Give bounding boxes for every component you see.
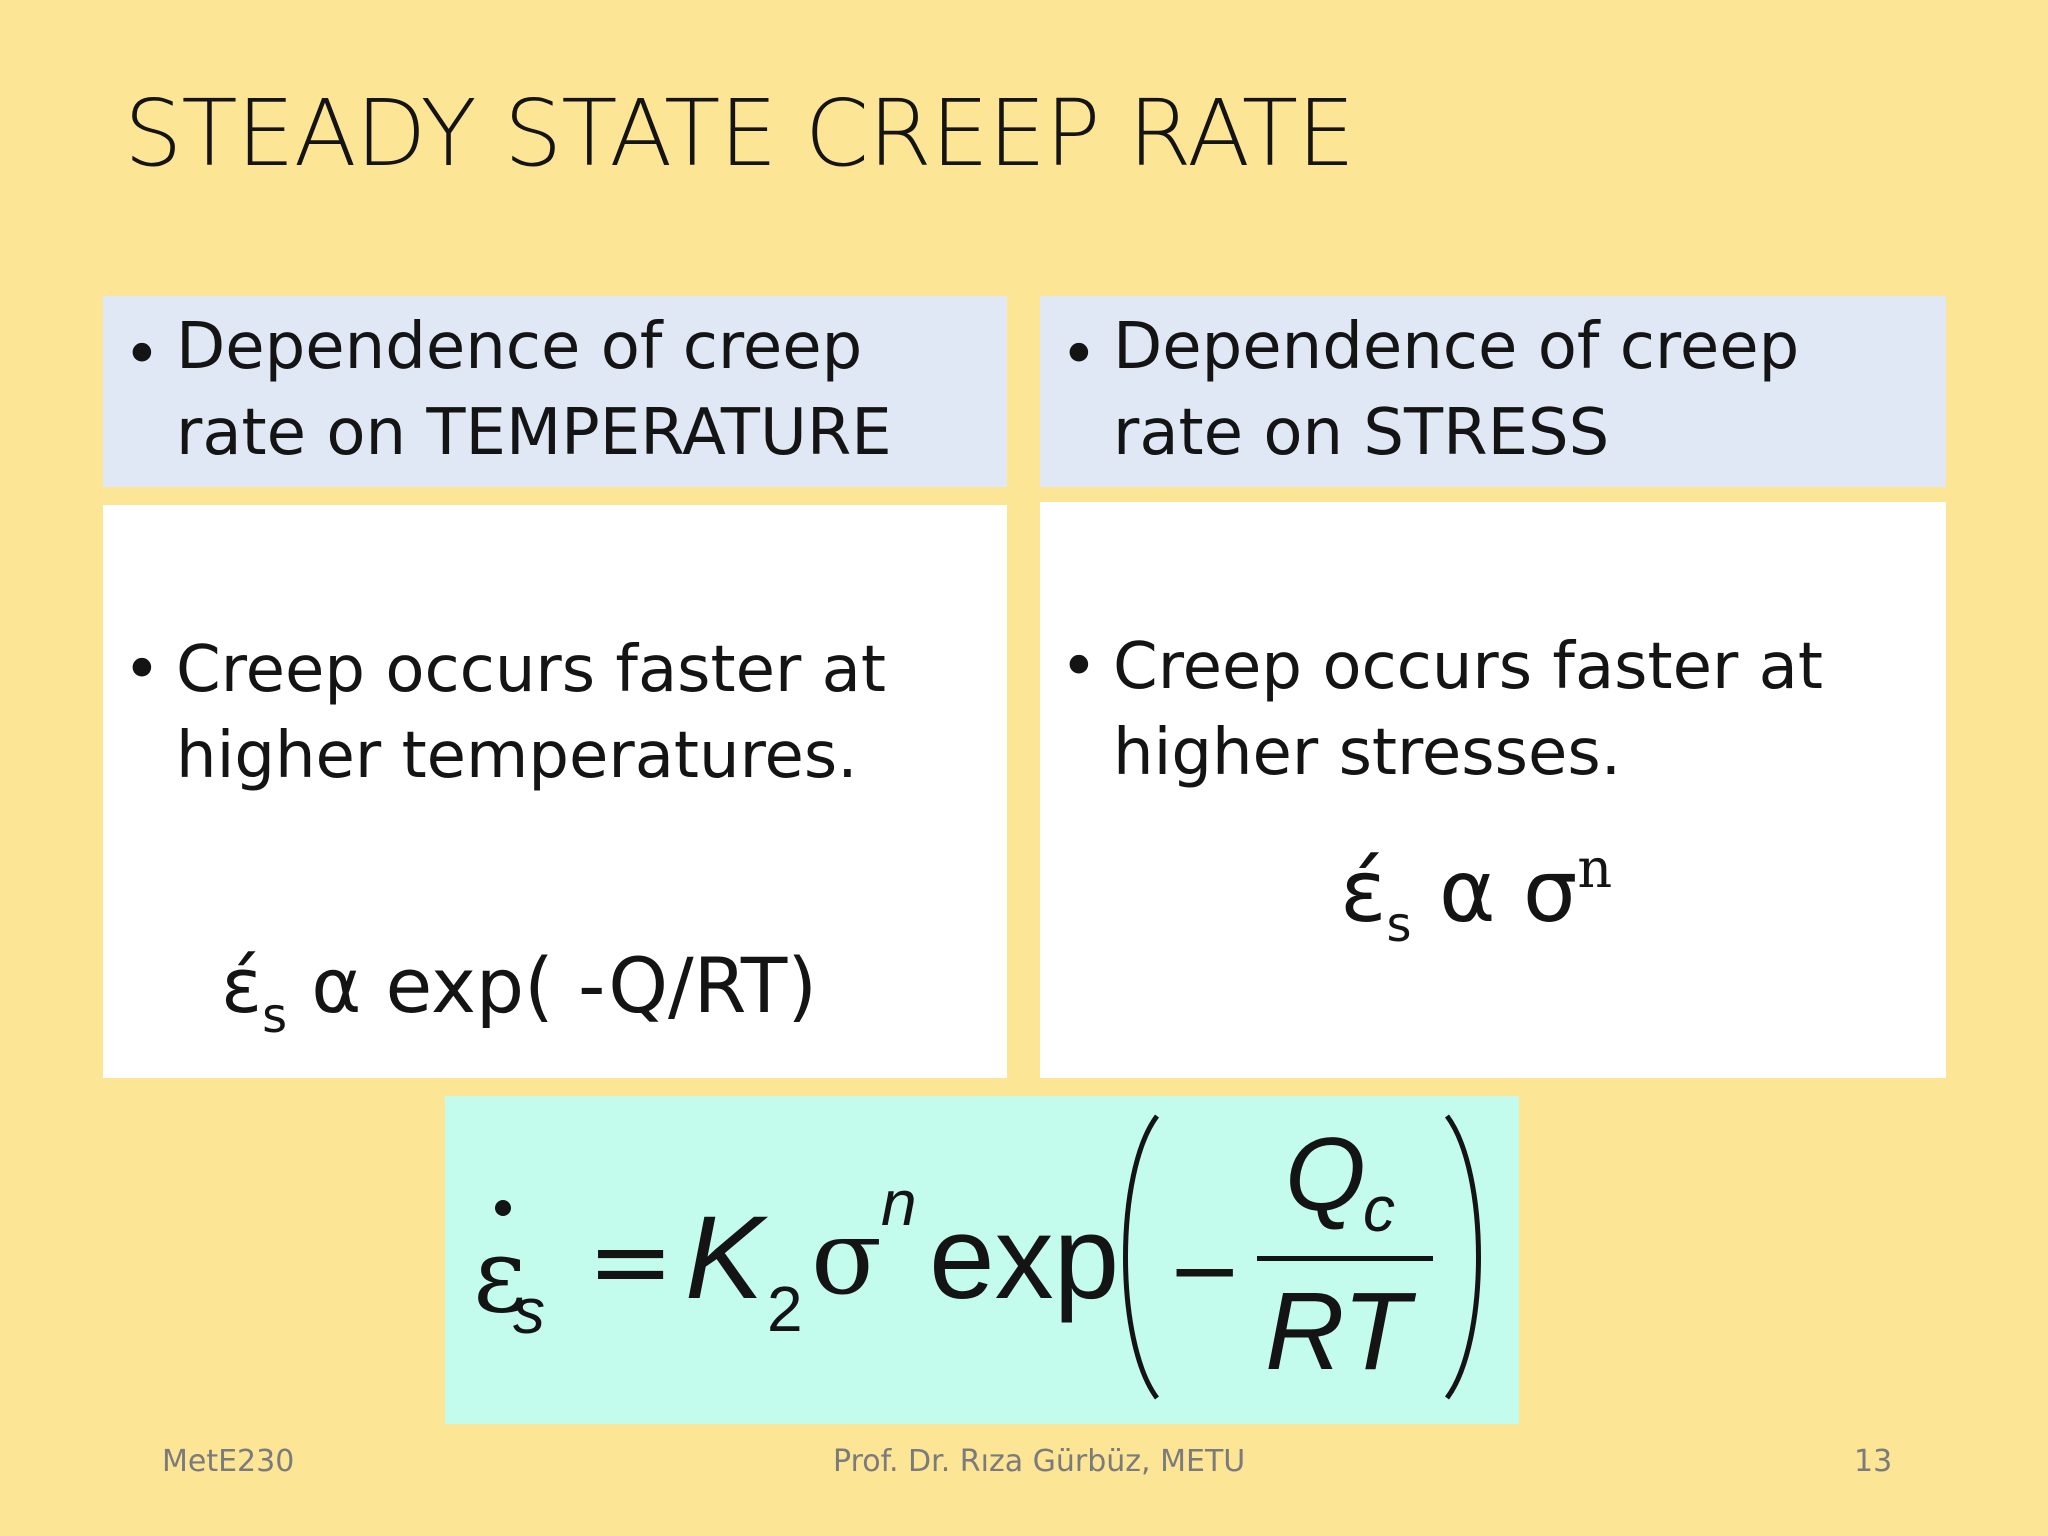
stress-content-box: • Creep occurs faster at higher stresses… [1040,502,1946,1078]
right-parenthesis [1444,1114,1481,1400]
footer-author: Prof. Dr. Rıza Gürbüz, METU [833,1444,1246,1479]
strain-rate-subscript: s [513,1275,545,1347]
fraction-bar [1257,1256,1433,1261]
slide-title: STEADY STATE CREEP RATE [124,80,1355,187]
dot-accent [495,1200,511,1216]
strain-rate-subscript: s [1386,897,1412,953]
bullet-icon: • [123,318,161,392]
strain-rate-symbol: ε [473,1214,527,1336]
equals-sign: = [587,1200,675,1322]
strain-rate-symbol: έ [1340,842,1387,942]
activation-energy: Q [1285,1117,1366,1233]
bullet-icon: • [123,633,161,707]
stress-heading-box: • Dependence of creep rate on STRESS [1040,296,1946,487]
stress-heading: Dependence of creep rate on STRESS [1113,310,1800,470]
activation-energy-subscript: c [1363,1173,1395,1245]
constant-k-subscript: 2 [767,1273,803,1345]
temperature-proportionality: έs α exp( -Q/RT) [221,941,817,1044]
minus-sign: − [1167,1218,1243,1323]
strain-rate-subscript: s [262,988,288,1044]
temperature-content-box: • Creep occurs faster at higher temperat… [103,505,1007,1078]
stress-exponent: n [1577,837,1613,900]
bullet-icon: • [1060,318,1098,392]
temperature-point: Creep occurs faster at higher temperatur… [176,633,886,793]
stress-point: Creep occurs faster at higher stresses. [1113,630,1823,790]
stress-proportionality: έs α σn [1340,837,1612,955]
temperature-relation: α exp( -Q/RT) [311,941,817,1030]
exp-function: exp [929,1192,1120,1324]
stress-relation: α σ [1438,842,1578,942]
creep-rate-equation-box: ε s = K 2 σ n exp − Q c RT [445,1096,1519,1424]
strain-rate-symbol: έ [221,941,263,1030]
left-parenthesis [1123,1114,1160,1400]
constant-k: K [685,1192,764,1324]
temperature-heading: Dependence of creep rate on TEMPERATURE [176,310,892,470]
slide-number: 13 [1854,1444,1893,1479]
stress-symbol: σ [811,1196,882,1318]
footer-course: MetE230 [162,1444,295,1479]
gas-constant-temperature: RT [1265,1270,1410,1393]
stress-exponent: n [881,1167,917,1239]
temperature-heading-box: • Dependence of creep rate on TEMPERATUR… [103,296,1007,487]
bullet-icon: • [1060,630,1098,704]
